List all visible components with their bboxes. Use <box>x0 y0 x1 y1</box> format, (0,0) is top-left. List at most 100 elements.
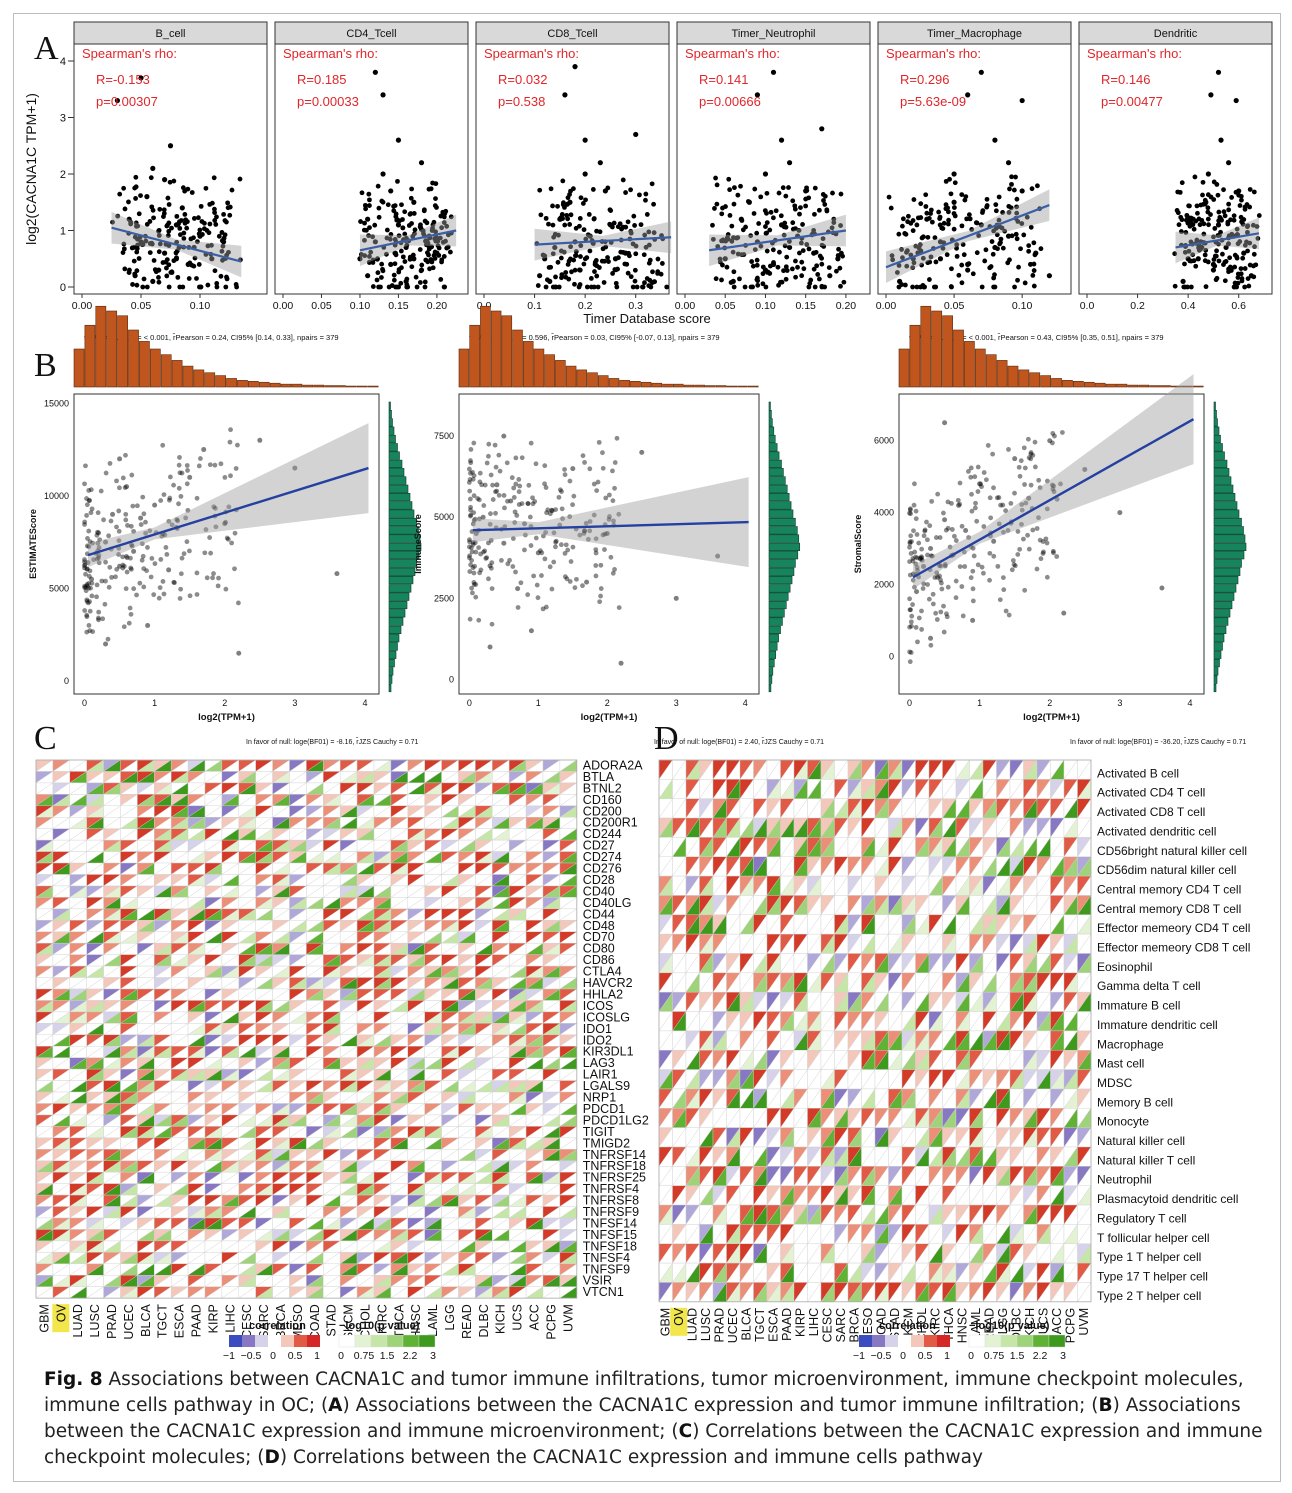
scatter-point <box>161 591 167 597</box>
scatter-point <box>902 282 908 288</box>
scatter-point <box>467 477 473 482</box>
x-histogram-bar <box>95 305 107 388</box>
scatter-point <box>117 456 123 462</box>
scatter-point <box>467 616 473 622</box>
scatter-point <box>143 238 149 244</box>
scatter-point <box>992 244 998 251</box>
spearman-p: p=0.538 <box>498 94 545 109</box>
scatter-point <box>949 527 955 532</box>
scatter-point <box>160 260 166 265</box>
scatter-point <box>980 570 986 576</box>
scatter-point <box>149 204 155 210</box>
scatter-point <box>396 233 402 239</box>
scatter-point <box>981 470 987 475</box>
scatter-point <box>582 460 587 465</box>
scatter-point <box>467 569 473 574</box>
scatter-point <box>212 462 218 468</box>
scatter-point <box>126 216 132 222</box>
scatter-point <box>961 252 967 258</box>
scatter-point <box>395 178 400 184</box>
scatter-point <box>103 559 108 565</box>
scatter-point <box>469 549 475 555</box>
scatter-point <box>124 553 129 559</box>
scatter-point <box>173 256 179 262</box>
scatter-point <box>567 514 573 520</box>
panel-b-xtick: 4 <box>1187 698 1192 708</box>
scatter-point <box>1226 266 1231 272</box>
scatter-point <box>122 206 128 212</box>
scatter-point <box>591 481 597 487</box>
scatter-point <box>838 250 844 256</box>
scatter-point <box>634 284 640 290</box>
scatter-point <box>87 568 93 574</box>
scatter-point <box>530 501 536 507</box>
scatter-point <box>439 259 444 265</box>
facet-xtick: 0.10 <box>350 300 371 312</box>
scatter-point <box>236 650 242 656</box>
scatter-point <box>486 441 492 447</box>
scatter-point <box>643 191 649 197</box>
scatter-point <box>1206 222 1211 228</box>
scatter-point <box>1250 222 1256 228</box>
scatter-point <box>773 208 779 214</box>
scatter-point <box>549 508 555 514</box>
y-histogram-bar <box>768 501 792 510</box>
scatter-point <box>532 499 538 504</box>
scatter-point <box>628 274 634 280</box>
x-histogram-bar <box>128 329 139 388</box>
scatter-point <box>1000 575 1006 581</box>
scatter-point <box>957 564 963 570</box>
x-histogram-bar <box>73 348 85 388</box>
scatter-point <box>468 504 473 510</box>
scatter-point <box>138 75 144 81</box>
scatter-point <box>567 579 573 584</box>
trend-line <box>472 520 749 532</box>
scatter-point <box>1005 160 1012 166</box>
scatter-point <box>814 263 820 269</box>
scatter-point <box>752 186 758 192</box>
scatter-point <box>607 207 613 213</box>
scatter-point <box>1159 585 1165 591</box>
y-histogram-bar <box>388 434 396 444</box>
scatter-point <box>581 531 587 536</box>
scatter-point <box>466 544 472 550</box>
scatter-point <box>754 262 760 268</box>
x-histogram-bar <box>909 324 921 388</box>
trend-ci-band <box>472 477 749 568</box>
scatter-point <box>1213 253 1219 259</box>
x-histogram-bar <box>565 365 577 388</box>
scatter-point <box>959 584 965 589</box>
scatter-point <box>157 206 163 212</box>
scatter-point <box>411 199 417 205</box>
scatter-point <box>1044 506 1050 512</box>
scatter-point <box>468 447 474 452</box>
scatter-point <box>913 508 919 514</box>
scatter-point <box>640 284 645 290</box>
scatter-point <box>1218 229 1223 235</box>
scatter-point <box>385 202 391 208</box>
y-histogram-bar <box>1213 642 1223 651</box>
scatter-point <box>1025 436 1031 442</box>
scatter-point <box>1240 255 1246 261</box>
y-histogram-bar <box>388 409 392 419</box>
scatter-point <box>173 222 179 228</box>
scatter-point <box>368 249 374 255</box>
y-histogram-bar <box>388 542 422 551</box>
scatter-point <box>525 592 531 598</box>
scatter-point <box>472 540 478 546</box>
scatter-point <box>758 243 764 249</box>
scatter-point <box>756 221 762 226</box>
y-histogram-bar <box>1213 658 1220 668</box>
scatter-point <box>910 228 916 234</box>
scatter-point <box>610 570 616 576</box>
scatter-point <box>947 544 953 550</box>
y-histogram-bar <box>1213 443 1223 452</box>
scatter-point <box>715 244 721 249</box>
scatter-point <box>562 467 567 472</box>
scatter-point <box>365 216 371 222</box>
panel-a-ytick: 3 <box>60 113 66 125</box>
scatter-point <box>102 601 108 607</box>
scatter-point <box>1021 445 1027 451</box>
scatter-point <box>969 227 975 232</box>
scatter-point <box>442 210 448 217</box>
